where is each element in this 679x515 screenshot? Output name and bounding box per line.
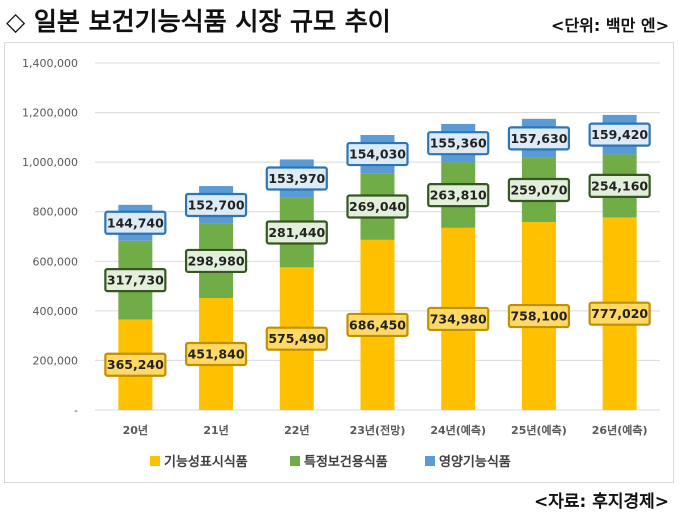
data-label: 159,420 [591, 127, 648, 142]
data-label: 734,980 [430, 311, 487, 326]
x-tick-label: 26년(예측) [592, 423, 648, 437]
x-tick-label: 25년(예측) [511, 423, 567, 437]
data-label-box [588, 122, 651, 147]
data-label-box [588, 301, 651, 326]
y-tick-label: - [74, 404, 78, 417]
data-label: 758,100 [510, 309, 567, 324]
data-label-box [104, 210, 167, 235]
data-label-box [265, 326, 328, 351]
data-label-box [507, 177, 571, 203]
y-tick-label: 400,000 [33, 305, 79, 318]
data-label-box [346, 194, 409, 219]
data-label: 144,740 [107, 215, 164, 230]
data-label-box [265, 220, 328, 245]
legend-swatch [425, 456, 435, 466]
data-label: 259,070 [510, 182, 567, 197]
data-label-box [104, 352, 167, 377]
legend-swatch [290, 456, 300, 466]
x-tick-label: 22년 [284, 423, 309, 437]
legend-label: 기능성표시식품 [164, 454, 248, 470]
x-axis-ticks: 20년 21년 22년 23년(전망) 24년(예측) 25년(예측) 26년(예측) [123, 423, 648, 437]
y-tick-label: 1,400,000 [22, 57, 78, 70]
data-label: 153,970 [268, 171, 325, 186]
data-label: 155,360 [430, 136, 487, 151]
y-tick-label: 1,000,000 [22, 156, 78, 169]
unit-label: <단위: 백만 엔> [551, 16, 669, 35]
data-label: 777,020 [591, 306, 648, 321]
data-label-box [588, 173, 651, 199]
y-axis-ticks: - 200,000 400,000 600,000 800,000 1,000,000 1,… [22, 57, 78, 417]
data-labels: 365,240 317,730 144,740 451,840 298,980 152,7… [104, 122, 651, 377]
data-label: 263,810 [430, 188, 487, 203]
legend: 기능성표시식품 특정보건용식품 영양기능식품 [150, 454, 511, 470]
data-label: 317,730 [107, 273, 164, 288]
data-label-box [427, 131, 490, 156]
y-tick-label: 200,000 [33, 354, 79, 367]
x-tick-label: 23년(전망) [350, 423, 406, 437]
source-label: <자료: 후지경제> [533, 492, 669, 512]
legend-swatch [150, 456, 160, 466]
x-tick-label: 21년 [203, 423, 228, 437]
data-label: 365,240 [107, 357, 164, 372]
data-label-box [184, 341, 248, 367]
data-label: 152,700 [188, 197, 245, 212]
x-tick-label: 20년 [123, 423, 148, 437]
data-label: 298,980 [188, 253, 245, 268]
data-label-box [507, 303, 571, 329]
data-label: 254,160 [591, 178, 648, 193]
data-label: 281,440 [268, 225, 325, 240]
y-tick-label: 600,000 [33, 255, 79, 268]
y-tick-label: 1,200,000 [22, 107, 78, 120]
data-label: 154,030 [349, 147, 406, 162]
data-label: 451,840 [188, 347, 245, 362]
data-label-box [507, 126, 571, 151]
chart-frame [4, 42, 674, 483]
data-label-box [346, 312, 409, 338]
data-label-box [184, 248, 248, 274]
data-label: 686,450 [349, 317, 406, 332]
data-label-box [104, 267, 167, 293]
data-label-box [427, 183, 490, 208]
data-label: 269,040 [349, 199, 406, 214]
x-tick-label: 24년(예측) [430, 423, 486, 437]
data-label-box [265, 166, 328, 191]
chart-title: ◇ 일본 보건기능식품 시장 규모 추이 [6, 7, 391, 36]
y-tick-label: 800,000 [33, 206, 79, 219]
data-label-box [427, 306, 490, 332]
legend-label: 특정보건용식품 [304, 454, 388, 470]
data-label-box [346, 141, 409, 167]
data-label-box [184, 192, 248, 218]
legend-label: 영양기능식품 [439, 454, 511, 470]
data-label: 575,490 [268, 331, 325, 346]
data-label: 157,630 [510, 131, 567, 146]
